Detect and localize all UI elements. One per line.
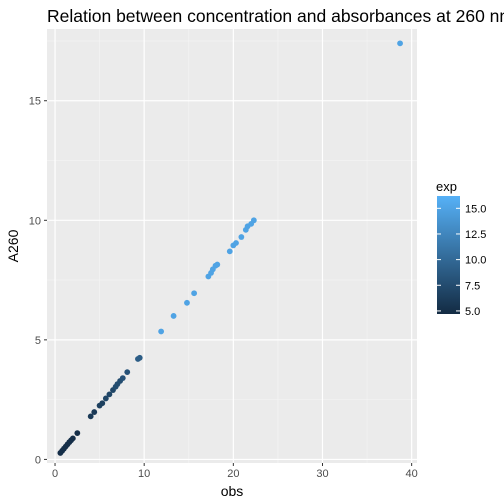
chart-title: Relation between concentration and absor… xyxy=(47,6,504,26)
data-point xyxy=(191,290,198,297)
axis-ticks: 0 10 20 30 40 0 5 10 15 xyxy=(29,96,418,480)
data-point xyxy=(136,354,143,361)
x-tick-label: 20 xyxy=(227,468,239,480)
y-axis-title: A260 xyxy=(5,229,21,262)
legend-tick-label: 12.5 xyxy=(465,229,486,241)
data-point xyxy=(102,395,109,402)
data-point xyxy=(74,430,81,437)
x-tick-label: 0 xyxy=(52,468,58,480)
data-point xyxy=(87,413,94,420)
legend-tick-label: 10.0 xyxy=(465,255,486,267)
data-point xyxy=(250,217,257,224)
data-point xyxy=(170,313,177,319)
data-point xyxy=(184,299,190,306)
data-point xyxy=(69,435,76,442)
data-point xyxy=(397,40,403,47)
x-tick-label: 40 xyxy=(406,468,418,480)
data-point xyxy=(158,328,165,335)
data-point xyxy=(106,391,113,398)
y-tick-label: 0 xyxy=(35,454,41,466)
colorbar-ticks: 5.0 7.5 10.0 12.5 15.0 xyxy=(437,203,486,318)
data-points xyxy=(57,40,403,456)
data-point xyxy=(124,369,131,376)
y-tick-label: 10 xyxy=(29,215,41,227)
x-tick-label: 10 xyxy=(138,468,150,480)
data-point xyxy=(226,248,233,255)
data-point xyxy=(99,400,106,407)
legend: exp 5.0 7.5 10.0 12.5 15.0 xyxy=(436,179,486,318)
y-tick-label: 15 xyxy=(29,96,41,108)
legend-tick-label: 15.0 xyxy=(465,203,486,215)
data-point xyxy=(214,261,221,268)
x-axis-title: obs xyxy=(221,483,244,499)
legend-tick-label: 7.5 xyxy=(465,280,480,292)
legend-title: exp xyxy=(436,179,457,194)
data-point xyxy=(233,240,239,246)
legend-tick-label: 5.0 xyxy=(465,306,480,318)
y-tick-label: 5 xyxy=(35,335,41,347)
colorbar xyxy=(437,196,460,314)
data-point xyxy=(91,409,98,415)
data-point xyxy=(119,375,126,382)
x-tick-label: 30 xyxy=(316,468,328,480)
data-point xyxy=(238,234,245,240)
